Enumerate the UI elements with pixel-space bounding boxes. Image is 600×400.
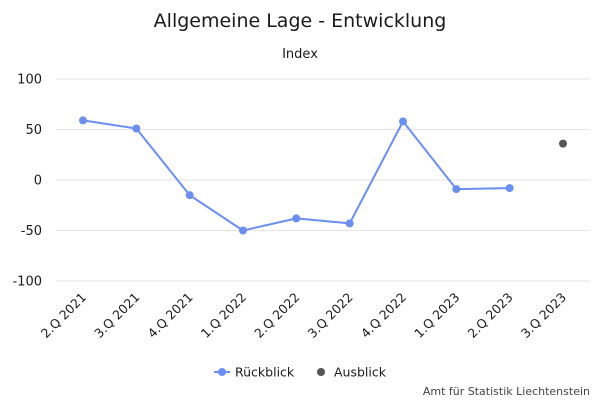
series-ausblick — [559, 139, 567, 148]
y-tick-label: 50 — [25, 123, 42, 138]
data-point — [292, 214, 301, 223]
y-tick-label: -100 — [12, 275, 42, 290]
credit-text: Amt für Statistik Liechtenstein — [423, 385, 590, 398]
data-point — [79, 116, 87, 125]
legend-item: Rückblick — [214, 365, 295, 380]
data-point — [452, 185, 461, 194]
series-layer — [79, 116, 567, 235]
series-rückblick — [79, 116, 514, 235]
gridlines — [56, 78, 590, 282]
x-axis-ticks: 2.Q 2021 3.Q 2021 4.Q 2021 1.Q 2022 2.Q 2022… — [38, 290, 569, 341]
data-point — [132, 124, 141, 133]
chart-title: Allgemeine Lage - Entwicklung — [154, 10, 447, 32]
x-tick-label: 2.Q 2023 — [464, 290, 515, 341]
x-tick-label: 2.Q 2021 — [38, 290, 89, 341]
legend-label: Rückblick — [235, 365, 295, 380]
y-tick-label: 0 — [34, 174, 42, 189]
x-tick-label: 3.Q 2022 — [304, 290, 355, 341]
data-point — [399, 117, 407, 126]
legend-marker — [218, 368, 226, 376]
x-tick-label: 2.Q 2022 — [251, 290, 302, 341]
x-tick-label: 3.Q 2021 — [91, 290, 142, 341]
legend-label: Ausblick — [334, 365, 387, 380]
legend-marker — [317, 368, 325, 376]
x-tick-label: 3.Q 2023 — [518, 290, 569, 341]
data-point — [239, 226, 247, 235]
legend-item: Ausblick — [317, 365, 387, 380]
series-line — [82, 119, 510, 232]
x-tick-label: 4.Q 2022 — [358, 290, 409, 341]
data-point — [185, 191, 194, 200]
y-tick-label: -50 — [21, 224, 42, 239]
data-point — [345, 219, 354, 228]
y-tick-label: 100 — [17, 73, 42, 88]
legend: Rückblick Ausblick — [214, 365, 387, 380]
x-tick-label: 1.Q 2022 — [198, 290, 249, 341]
data-point — [505, 184, 514, 193]
x-tick-label: 4.Q 2021 — [144, 290, 195, 341]
y-axis-ticks: 100 50 0 -50 -100 — [12, 73, 42, 290]
chart-subtitle: Index — [282, 47, 318, 62]
x-tick-label: 1.Q 2023 — [411, 290, 462, 341]
data-point — [559, 139, 567, 148]
